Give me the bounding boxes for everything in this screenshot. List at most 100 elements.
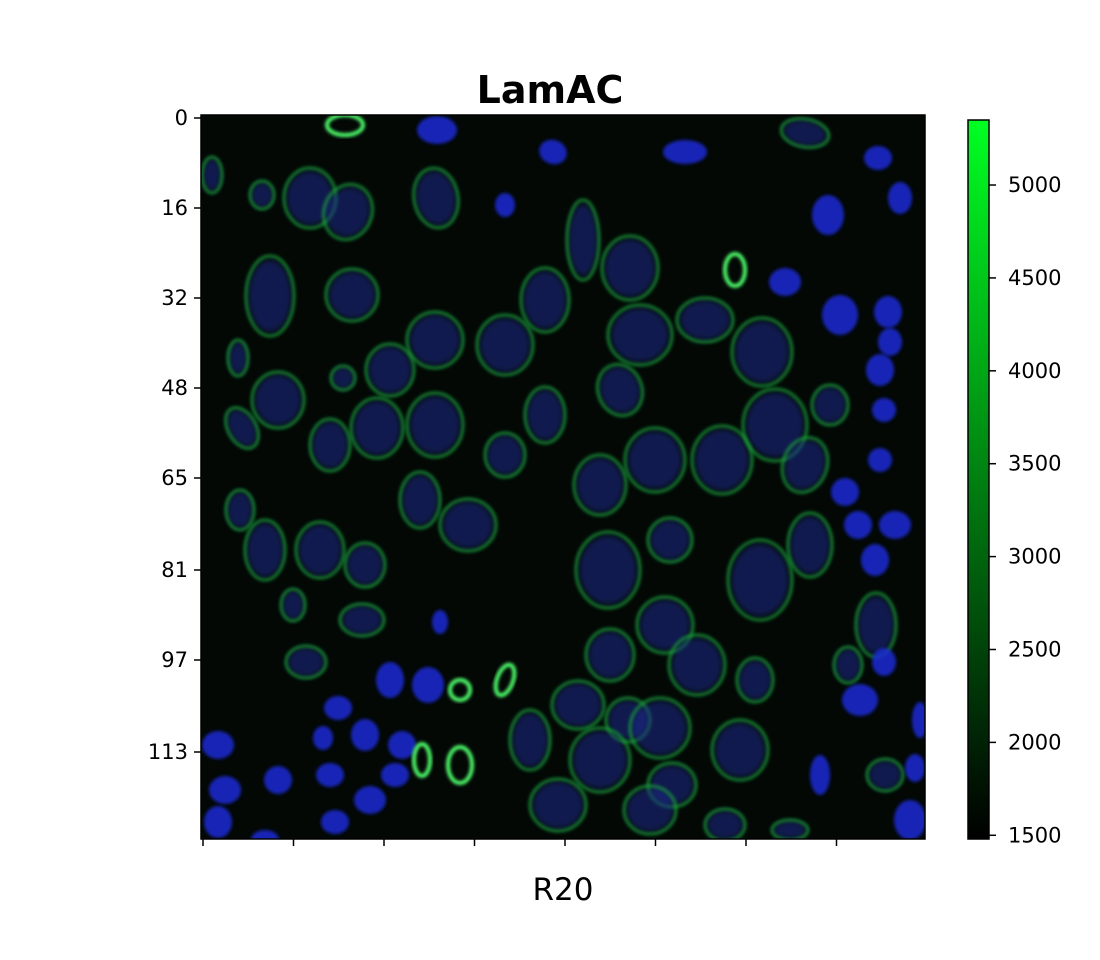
nucleus bbox=[872, 398, 896, 422]
nucleus bbox=[912, 702, 925, 738]
bright-speck bbox=[723, 252, 747, 288]
cell bbox=[741, 387, 809, 463]
cell bbox=[438, 497, 498, 553]
nucleus bbox=[872, 648, 896, 676]
nucleus bbox=[769, 268, 801, 296]
y-tick-label: 0 bbox=[175, 106, 188, 130]
cell bbox=[405, 391, 465, 459]
nucleus bbox=[204, 806, 232, 838]
cell bbox=[646, 516, 694, 564]
cell bbox=[224, 406, 260, 450]
nucleus bbox=[539, 139, 567, 165]
nucleus bbox=[388, 731, 416, 759]
nucleus bbox=[874, 296, 902, 328]
cell bbox=[224, 488, 256, 532]
nucleus bbox=[861, 544, 889, 576]
nucleus bbox=[381, 763, 409, 787]
cell bbox=[398, 470, 442, 530]
nucleus bbox=[879, 511, 911, 539]
x-axis bbox=[202, 839, 838, 846]
cell bbox=[201, 155, 224, 195]
cell bbox=[412, 166, 460, 230]
y-tick-label: 16 bbox=[161, 196, 188, 220]
nucleus bbox=[417, 116, 457, 144]
cell bbox=[854, 591, 898, 659]
colorbar-axis: 1500 2000 2500 3000 3500 4000 4500 5000 bbox=[989, 173, 1061, 847]
bright-speck bbox=[493, 662, 517, 698]
cell bbox=[279, 587, 307, 623]
nucleus bbox=[202, 731, 234, 759]
cell bbox=[628, 696, 692, 760]
colorbar-tick-label: 4500 bbox=[1008, 266, 1061, 290]
cell bbox=[865, 757, 905, 793]
nucleus bbox=[888, 182, 912, 214]
nucleus bbox=[321, 810, 349, 834]
cell bbox=[780, 436, 830, 494]
cell bbox=[483, 431, 527, 479]
x-axis-label: R20 bbox=[533, 872, 594, 908]
nucleus bbox=[316, 763, 344, 787]
cell bbox=[770, 818, 810, 839]
nucleus bbox=[209, 776, 241, 804]
cell bbox=[635, 595, 695, 655]
plot-title: LamAC bbox=[477, 68, 624, 112]
nucleus bbox=[842, 684, 878, 716]
cell bbox=[565, 198, 601, 282]
cell bbox=[623, 426, 687, 494]
cell bbox=[810, 383, 850, 427]
nucleus bbox=[324, 696, 352, 720]
cell bbox=[595, 362, 645, 418]
nucleus bbox=[351, 719, 379, 751]
cell bbox=[519, 266, 571, 334]
cell bbox=[730, 316, 794, 388]
cell bbox=[523, 385, 567, 445]
colorbar bbox=[967, 119, 990, 840]
nucleus bbox=[376, 662, 404, 698]
nucleus bbox=[878, 328, 902, 356]
cell bbox=[690, 424, 754, 496]
cell bbox=[244, 254, 296, 338]
nucleus bbox=[905, 754, 925, 782]
nucleus bbox=[264, 766, 292, 794]
nucleus bbox=[866, 354, 894, 386]
cell bbox=[248, 179, 276, 211]
y-axis: 0 16 32 48 65 81 97 113 bbox=[148, 106, 201, 764]
nucleus bbox=[894, 800, 925, 839]
nucleus bbox=[812, 195, 844, 235]
cell bbox=[710, 718, 770, 782]
cell bbox=[622, 784, 678, 836]
cell bbox=[508, 708, 552, 772]
y-tick-label: 81 bbox=[161, 558, 188, 582]
cell bbox=[574, 530, 642, 610]
nucleus bbox=[844, 511, 872, 539]
cell bbox=[405, 310, 465, 370]
cell bbox=[550, 679, 606, 731]
nucleus bbox=[412, 667, 444, 703]
colorbar-tick-label: 3500 bbox=[1008, 452, 1061, 476]
colorbar-tick-label: 3000 bbox=[1008, 545, 1061, 569]
cell bbox=[284, 644, 328, 680]
bright-speck bbox=[446, 745, 474, 785]
nucleus bbox=[313, 726, 333, 750]
cell bbox=[324, 267, 380, 323]
y-tick-label: 97 bbox=[161, 648, 188, 672]
nucleus bbox=[432, 610, 448, 634]
nucleus bbox=[495, 193, 515, 217]
colorbar-tick-label: 2000 bbox=[1008, 730, 1061, 754]
cell bbox=[528, 777, 588, 833]
cell bbox=[703, 807, 747, 839]
cell bbox=[606, 303, 674, 367]
cell bbox=[786, 511, 834, 579]
bright-speck bbox=[325, 115, 365, 137]
colorbar-tick-label: 1500 bbox=[1008, 823, 1061, 847]
nucleus bbox=[822, 295, 858, 335]
nucleus bbox=[810, 755, 830, 795]
cell bbox=[779, 117, 831, 149]
colorbar-tick-label: 4000 bbox=[1008, 359, 1061, 383]
cell bbox=[726, 538, 794, 622]
cell bbox=[572, 453, 628, 517]
cell bbox=[243, 518, 287, 582]
nucleus bbox=[663, 140, 707, 164]
microscopy-image bbox=[201, 115, 925, 839]
